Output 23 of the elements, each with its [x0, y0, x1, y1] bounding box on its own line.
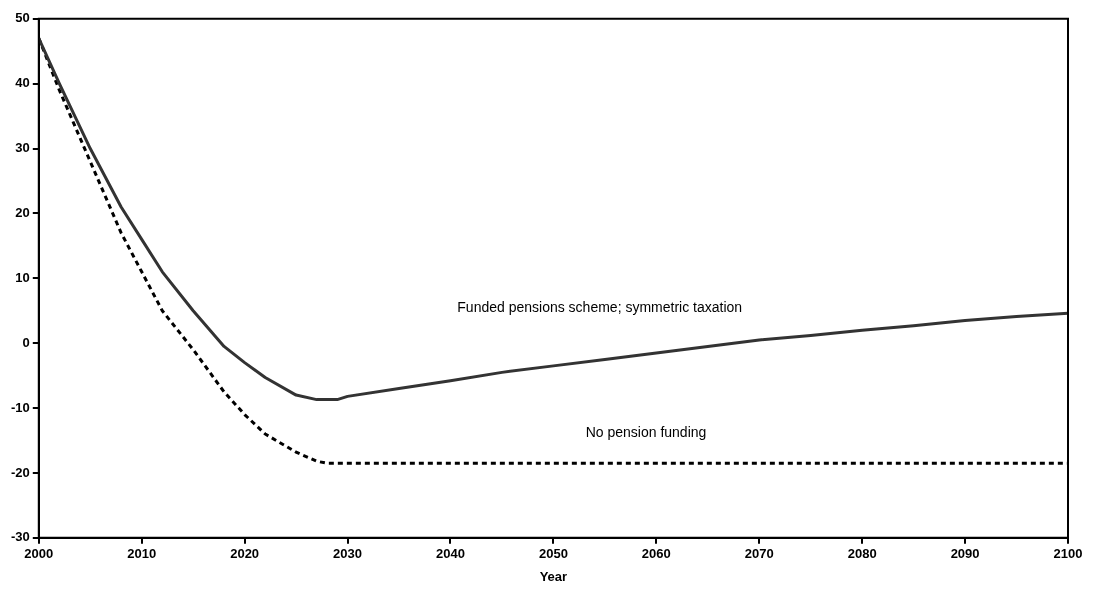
y-tick-label: 30	[15, 140, 30, 156]
y-tick-label: 10	[15, 269, 30, 285]
series-label: No pension funding	[585, 424, 707, 441]
x-tick-label: 2000	[24, 546, 54, 562]
x-axis-title: Year	[539, 568, 568, 584]
y-tick-label: 40	[15, 75, 30, 91]
y-tick-label: 50	[15, 10, 30, 26]
x-tick-label: 2100	[1053, 546, 1083, 562]
x-tick-label: 2030	[333, 546, 363, 562]
x-tick-label: 2080	[847, 546, 877, 562]
y-tick-label: -30	[10, 529, 30, 545]
series-label: Funded pensions scheme; symmetric taxation	[457, 298, 743, 315]
x-tick-label: 2090	[950, 546, 980, 562]
y-tick-label: 20	[15, 205, 30, 220]
x-tick-label: 2050	[538, 546, 568, 562]
x-tick-label: 2010	[127, 546, 157, 562]
x-tick-label: 2040	[436, 546, 465, 562]
y-tick-label: -10	[10, 399, 30, 415]
x-tick-label: 2020	[230, 546, 260, 562]
x-tick-label: 2060	[641, 546, 671, 562]
y-tick-label: 0	[22, 334, 30, 350]
y-tick-label: -20	[10, 464, 30, 480]
x-tick-label: 2070	[744, 546, 774, 562]
